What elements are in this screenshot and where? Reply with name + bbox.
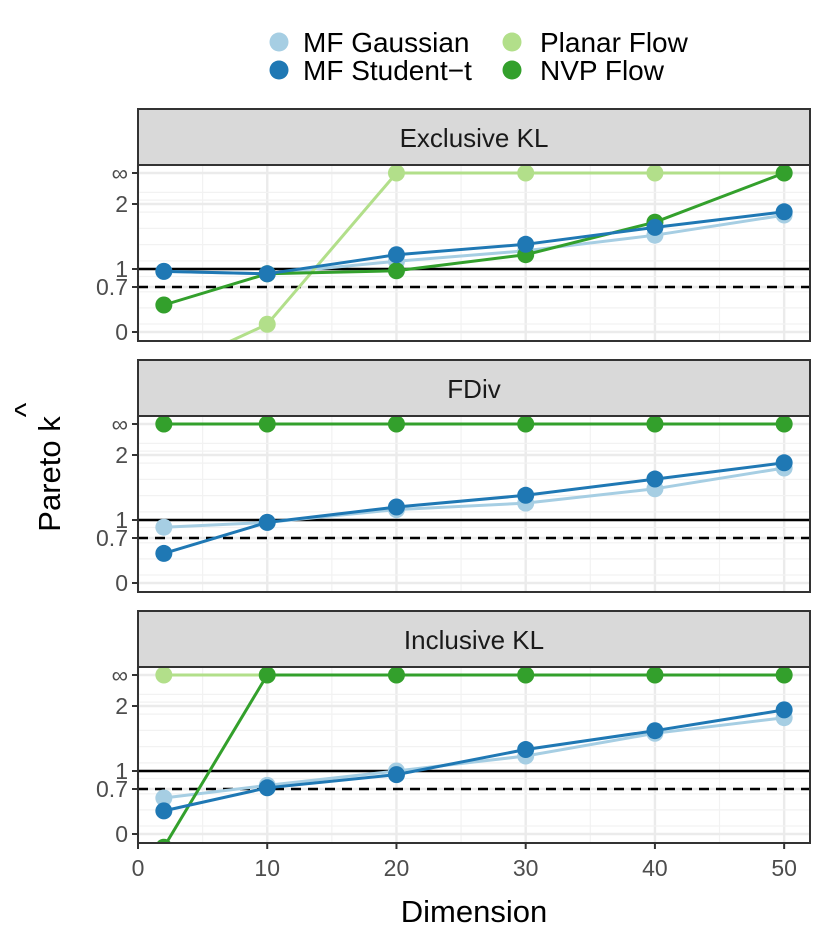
strip-title: FDiv bbox=[447, 374, 500, 404]
data-point-nvp-flow bbox=[258, 667, 276, 684]
y-tick-label: 2 bbox=[115, 442, 128, 468]
data-point-mf-student-t bbox=[775, 454, 793, 472]
data-point-mf-student-t bbox=[387, 498, 405, 516]
plot-area bbox=[138, 416, 810, 592]
y-tick-label: 0 bbox=[115, 570, 128, 596]
data-point-mf-student-t bbox=[775, 701, 793, 719]
x-tick-label: 30 bbox=[513, 855, 539, 881]
data-point-nvp-flow bbox=[387, 667, 405, 684]
series-line-planar-flow bbox=[227, 171, 785, 341]
series-line-mf-gaussian bbox=[163, 466, 785, 529]
series-line-mf-student-t bbox=[163, 210, 785, 276]
data-point-mf-student-t bbox=[387, 246, 405, 264]
legend-swatch-nvp-flow bbox=[502, 60, 522, 80]
y-tick-label: 1 bbox=[115, 256, 128, 282]
data-point-mf-student-t bbox=[775, 203, 793, 221]
data-point-mf-student-t bbox=[646, 218, 664, 236]
x-tick-label: 0 bbox=[132, 855, 145, 881]
legend-swatch-mf-student-t bbox=[269, 60, 289, 80]
y-tick-label: 1 bbox=[115, 758, 128, 784]
y-tick-label: 0.7 bbox=[96, 525, 128, 551]
data-point-nvp-flow bbox=[646, 416, 664, 433]
y-tick-label: 0 bbox=[115, 319, 128, 345]
data-point-mf-student-t bbox=[646, 722, 664, 740]
data-point-nvp-flow bbox=[517, 416, 535, 433]
data-point-planar-flow bbox=[155, 667, 173, 684]
panel-exclusive-kl: Exclusive KL bbox=[136, 108, 811, 342]
y-tick-label: ∞ bbox=[112, 662, 128, 688]
data-point-planar-flow bbox=[646, 165, 664, 182]
data-point-mf-student-t bbox=[155, 262, 173, 280]
y-tick-label: 2 bbox=[115, 191, 128, 217]
data-point-nvp-flow bbox=[155, 416, 173, 433]
x-axis: 0 10 20 30 40 50 bbox=[132, 843, 797, 881]
data-point-mf-student-t bbox=[517, 741, 535, 759]
x-tick-label: 50 bbox=[771, 855, 797, 881]
data-point-planar-flow bbox=[258, 315, 276, 333]
series-line-mf-student-t bbox=[163, 461, 785, 555]
y-tick-label: 0.7 bbox=[96, 776, 128, 802]
legend-label-nvp-flow: NVP Flow bbox=[540, 55, 665, 86]
data-point-nvp-flow bbox=[775, 416, 793, 433]
plot-border bbox=[137, 415, 811, 593]
data-point-nvp-flow bbox=[156, 838, 172, 843]
data-point-mf-student-t bbox=[258, 265, 276, 283]
y-tick-label: 0.7 bbox=[96, 274, 128, 300]
data-point-nvp-flow bbox=[646, 667, 664, 684]
legend-label-mf-gaussian: MF Gaussian bbox=[303, 27, 470, 58]
data-point-planar-flow bbox=[387, 165, 405, 182]
panel-fdiv: FDiv bbox=[136, 359, 811, 593]
data-point-nvp-flow bbox=[387, 416, 405, 433]
plot-area bbox=[138, 667, 810, 843]
data-point-nvp-flow bbox=[517, 667, 535, 684]
data-point-mf-student-t bbox=[387, 766, 405, 784]
series-line-mf-student-t bbox=[163, 708, 785, 813]
data-point-mf-student-t bbox=[646, 470, 664, 488]
y-tick-label: 1 bbox=[115, 507, 128, 533]
x-axis-title: Dimension bbox=[401, 894, 547, 929]
strip-background bbox=[137, 359, 811, 417]
series-line-nvp-flow bbox=[163, 171, 785, 307]
plot-border bbox=[137, 164, 811, 342]
y-tick-label: 0 bbox=[115, 821, 128, 847]
data-point-planar-flow bbox=[517, 165, 535, 182]
series-line-nvp-flow bbox=[164, 673, 785, 843]
y-axis-title-hat: ^ bbox=[8, 402, 43, 417]
data-point-nvp-flow bbox=[775, 165, 793, 182]
data-point-mf-gaussian bbox=[155, 518, 173, 536]
data-point-mf-gaussian bbox=[155, 789, 173, 807]
y-axis-title-text: Pareto k bbox=[32, 416, 67, 532]
y-axis-title: Pareto k ^ bbox=[8, 402, 67, 531]
data-point-mf-student-t bbox=[258, 779, 276, 797]
data-point-mf-student-t bbox=[517, 486, 535, 504]
x-tick-label: 20 bbox=[384, 855, 410, 881]
y-tick-label: 2 bbox=[115, 693, 128, 719]
legend-swatch-planar-flow bbox=[502, 32, 522, 52]
strip-title: Exclusive KL bbox=[400, 123, 549, 153]
legend-swatch-mf-gaussian bbox=[269, 32, 289, 52]
y-tick-label: ∞ bbox=[112, 411, 128, 437]
x-tick-label: 10 bbox=[254, 855, 280, 881]
data-point-nvp-flow bbox=[155, 296, 173, 314]
legend-label-mf-student-t: MF Student−t bbox=[303, 55, 472, 86]
strip-title: Inclusive KL bbox=[404, 625, 544, 655]
data-point-nvp-flow bbox=[775, 667, 793, 684]
plot-border bbox=[137, 666, 811, 844]
legend-label-planar-flow: Planar Flow bbox=[540, 27, 689, 58]
data-point-mf-student-t bbox=[155, 802, 173, 820]
strip-background bbox=[137, 610, 811, 668]
data-point-nvp-flow bbox=[387, 262, 405, 280]
legend: MF Gaussian MF Student−t Planar Flow NVP… bbox=[269, 27, 689, 86]
strip-background bbox=[137, 108, 811, 166]
data-point-mf-student-t bbox=[517, 235, 535, 253]
y-tick-label: ∞ bbox=[112, 160, 128, 186]
data-point-nvp-flow bbox=[258, 416, 276, 433]
data-point-mf-student-t bbox=[258, 513, 276, 531]
panel-inclusive-kl: Inclusive KL bbox=[136, 610, 811, 844]
y-axes: 00.712∞00.712∞00.712∞ bbox=[96, 160, 138, 847]
x-tick-label: 40 bbox=[642, 855, 668, 881]
data-point-mf-student-t bbox=[155, 544, 173, 562]
plot-area bbox=[138, 165, 810, 341]
